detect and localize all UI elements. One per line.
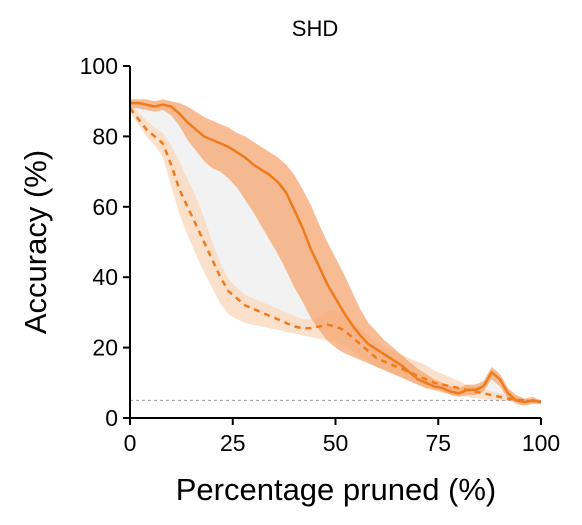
x-axis-label: Percentage pruned (%) <box>176 472 497 507</box>
x-tick-label: 100 <box>522 430 560 456</box>
y-tick-label: 0 <box>105 405 118 431</box>
y-tick-label: 20 <box>92 335 118 361</box>
y-tick-label: 40 <box>92 264 118 290</box>
x-axis-ticks: 0 25 50 75 100 <box>124 418 560 456</box>
y-tick-label: 60 <box>92 194 118 220</box>
solid-series-band <box>130 99 541 406</box>
x-tick-label: 50 <box>323 430 349 456</box>
x-tick-label: 25 <box>220 430 246 456</box>
y-tick-label: 80 <box>92 123 118 149</box>
dashed-series-band <box>130 104 541 403</box>
chart-title: SHD <box>292 16 338 41</box>
x-tick-label: 0 <box>124 430 137 456</box>
y-axis-ticks: 0 20 40 60 80 100 <box>80 53 130 431</box>
solid-series-line <box>130 101 542 404</box>
gap-fill-area <box>130 103 541 403</box>
x-tick-label: 75 <box>425 430 451 456</box>
y-axis-label: Accuracy (%) <box>18 150 53 334</box>
plot-area <box>129 99 542 406</box>
y-tick-label: 100 <box>80 53 118 79</box>
